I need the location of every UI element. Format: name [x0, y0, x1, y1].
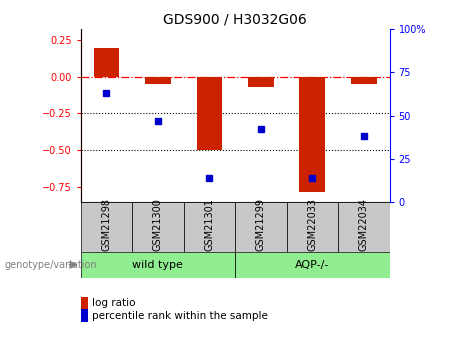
Text: GSM22033: GSM22033 [307, 198, 317, 251]
Text: AQP-/-: AQP-/- [295, 260, 330, 270]
Bar [81, 297, 88, 309]
Bar [338, 202, 390, 252]
Bar [132, 202, 183, 252]
Text: wild type: wild type [132, 260, 183, 270]
Bar [248, 77, 274, 87]
Text: genotype/variation: genotype/variation [5, 260, 97, 270]
Text: log ratio: log ratio [92, 298, 136, 308]
Bar [351, 77, 377, 84]
Title: GDS900 / H3032G06: GDS900 / H3032G06 [163, 13, 307, 27]
Bar [287, 202, 338, 252]
Bar [81, 252, 235, 278]
Text: percentile rank within the sample: percentile rank within the sample [92, 310, 268, 321]
Bar [196, 77, 222, 150]
Bar [81, 309, 88, 322]
Bar [235, 202, 287, 252]
Text: GSM21299: GSM21299 [256, 198, 266, 251]
Bar [235, 252, 390, 278]
Bar [145, 77, 171, 84]
Text: GSM21298: GSM21298 [101, 198, 112, 251]
Text: GSM21300: GSM21300 [153, 198, 163, 251]
Text: GSM22034: GSM22034 [359, 198, 369, 251]
Bar [183, 202, 235, 252]
Bar [81, 202, 132, 252]
Bar [300, 77, 325, 191]
Text: GSM21301: GSM21301 [204, 198, 214, 251]
Bar [94, 49, 119, 77]
